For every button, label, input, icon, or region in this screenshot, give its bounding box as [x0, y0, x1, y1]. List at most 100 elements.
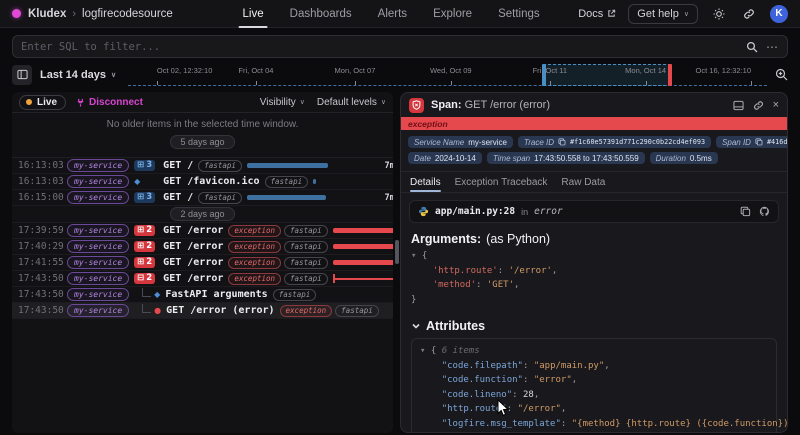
fastapi-tag: fastapi — [198, 192, 242, 204]
child-count: 2 — [146, 273, 152, 284]
log-time: 17:39:59 — [18, 225, 62, 236]
live-toggle-button[interactable]: Live — [19, 95, 66, 110]
theme-toggle-sun-icon[interactable] — [710, 5, 728, 23]
log-row[interactable]: 17:43:50my-service●GET /error (error)exc… — [12, 303, 393, 319]
arguments-subtitle: (as Python) — [486, 232, 550, 246]
zoom-in-icon[interactable] — [775, 68, 788, 81]
attributes-heading[interactable]: Attributes — [411, 319, 777, 333]
arguments-title: Arguments: — [411, 232, 481, 246]
timeline-tick-label: Oct 16, 12:32:10 — [696, 66, 751, 75]
disconnect-button[interactable]: Disconnect — [76, 97, 143, 108]
scrollbar-thumb[interactable] — [395, 240, 399, 264]
code-line: ▾ { 6 items — [420, 344, 768, 359]
sql-filter-input[interactable]: Enter SQL to filter... ⋯ — [12, 35, 788, 58]
tab-raw-data[interactable]: Raw Data — [561, 172, 605, 192]
log-row[interactable]: 17:40:29my-service⊞2GET /errorexceptionf… — [12, 239, 393, 255]
log-row[interactable]: 16:13:03my-service⊞3GET /fastapi7ms — [12, 158, 393, 174]
log-row[interactable]: 16:13:03my-service◆GET /favicon.icofasta… — [12, 174, 393, 190]
timeline-tick-label: Fri, Oct 04 — [238, 66, 273, 75]
visibility-dropdown[interactable]: Visibility ∨ — [260, 97, 305, 108]
nav-tabs: Live Dashboards Alerts Explore Settings — [243, 0, 540, 28]
badge-row: Date2024-10-14Time span17:43:50.558 to 1… — [408, 152, 780, 164]
nav-tab-dashboards[interactable]: Dashboards — [290, 0, 352, 28]
expand-collapse-badge[interactable]: ⊞2 — [134, 241, 155, 252]
timeline-tick-label: Oct 02, 12:32:10 — [157, 66, 212, 75]
duration-bar-area — [321, 290, 393, 299]
get-help-label: Get help — [637, 8, 679, 20]
tab-details[interactable]: Details — [410, 172, 441, 192]
log-message: GET /favicon.ico — [163, 176, 259, 187]
error-shield-icon — [409, 98, 424, 113]
log-row[interactable]: 17:43:50my-service◆FastAPI argumentsfast… — [12, 287, 393, 303]
exception-banner: exception — [401, 117, 787, 130]
search-icon[interactable] — [746, 41, 758, 53]
nav-tab-live[interactable]: Live — [243, 0, 264, 28]
docs-link[interactable]: Docs — [578, 8, 616, 20]
expand-collapse-badge[interactable]: ⊟2 — [134, 273, 155, 284]
log-divider: 2 days ago — [12, 206, 393, 223]
meta-badge-duration: Duration0.5ms — [650, 152, 718, 164]
span-title-text: GET /error (error) — [465, 99, 550, 111]
expand-icon: ⊞ — [137, 241, 144, 252]
nav-tab-settings[interactable]: Settings — [498, 0, 540, 28]
expand-collapse-badge[interactable]: ⊞3 — [134, 160, 155, 171]
log-time: 17:41:55 — [18, 257, 62, 268]
more-options-icon[interactable]: ⋯ — [766, 40, 779, 54]
dock-panel-icon[interactable] — [733, 100, 744, 111]
breadcrumb-org[interactable]: Kludex — [28, 8, 66, 20]
tab-exception-traceback[interactable]: Exception Traceback — [455, 172, 548, 192]
service-tag: my-service — [67, 272, 129, 285]
copy-icon[interactable] — [755, 138, 763, 146]
breadcrumb-project[interactable]: logfirecodesource — [82, 8, 173, 20]
log-row[interactable]: 17:43:50my-service⊟2GET /errorexceptionf… — [12, 271, 393, 287]
code-location-bar[interactable]: app/main.py:28 in error — [409, 200, 779, 223]
log-time: 17:43:50 — [18, 273, 62, 284]
log-time: 17:43:50 — [18, 289, 62, 300]
github-icon[interactable] — [759, 206, 770, 217]
meta-badge-label: Duration — [656, 154, 686, 163]
collapse-icon: ⊟ — [137, 273, 144, 284]
log-time: 17:40:29 — [18, 241, 62, 252]
selection-end-handle[interactable] — [668, 64, 672, 86]
close-icon[interactable]: × — [773, 99, 779, 111]
copy-icon[interactable] — [558, 138, 566, 146]
time-ago-pill: 2 days ago — [170, 207, 234, 221]
meta-badge-value: #416d30c0ccd46cd0 — [767, 138, 788, 146]
live-log-panel: Live Disconnect Visibility ∨ Default lev… — [12, 92, 393, 433]
time-range-dropdown[interactable]: Last 14 days ∨ — [40, 69, 116, 81]
expand-collapse-badge[interactable]: ⊞2 — [134, 225, 155, 236]
log-row[interactable]: 17:41:55my-service⊞2GET /errorexceptionf… — [12, 255, 393, 271]
fastapi-tag: fastapi — [265, 176, 309, 188]
code-line: "code.lineno": 28, — [420, 388, 768, 403]
log-row-tags: exceptionfastapi — [228, 257, 327, 269]
share-link-icon[interactable] — [740, 5, 758, 23]
copy-icon[interactable] — [740, 206, 751, 217]
fastapi-tag: fastapi — [284, 241, 328, 253]
log-row-control: ⊞3 — [134, 160, 158, 171]
log-message: GET / — [163, 160, 193, 171]
log-time: 16:13:03 — [18, 160, 62, 171]
nav-tab-explore[interactable]: Explore — [433, 0, 472, 28]
chevron-down-icon: ∨ — [684, 10, 689, 18]
panel-left-toggle-icon[interactable] — [12, 65, 32, 85]
meta-badge-label: Time span — [493, 154, 530, 163]
expand-collapse-badge[interactable]: ⊞2 — [134, 257, 155, 268]
tree-connector — [142, 304, 151, 313]
time-ago-pill: 5 days ago — [170, 135, 234, 149]
duration-bar — [333, 228, 393, 233]
timeline-tick-mark — [646, 81, 647, 85]
log-row[interactable]: 17:39:59my-service⊞2GET /errorexceptionf… — [12, 223, 393, 239]
expand-collapse-badge[interactable]: ⊞3 — [134, 192, 155, 203]
log-message: FastAPI arguments — [165, 289, 267, 300]
nav-tab-alerts[interactable]: Alerts — [378, 0, 407, 28]
default-levels-dropdown[interactable]: Default levels ∨ — [317, 97, 386, 108]
get-help-button[interactable]: Get help ∨ — [628, 4, 698, 24]
avatar[interactable]: K — [770, 5, 788, 23]
meta-badge-value: my-service — [468, 138, 507, 147]
log-message: GET /error (error) — [166, 305, 274, 316]
copy-link-icon[interactable] — [753, 100, 764, 111]
fastapi-tag: fastapi — [335, 305, 379, 317]
log-row[interactable]: 16:15:00my-service⊞3GET /fastapi7ms — [12, 190, 393, 206]
disconnect-label: Disconnect — [89, 97, 143, 108]
timeline-ruler[interactable]: Oct 02, 12:32:10Fri, Oct 04Mon, Oct 07We… — [128, 63, 767, 86]
